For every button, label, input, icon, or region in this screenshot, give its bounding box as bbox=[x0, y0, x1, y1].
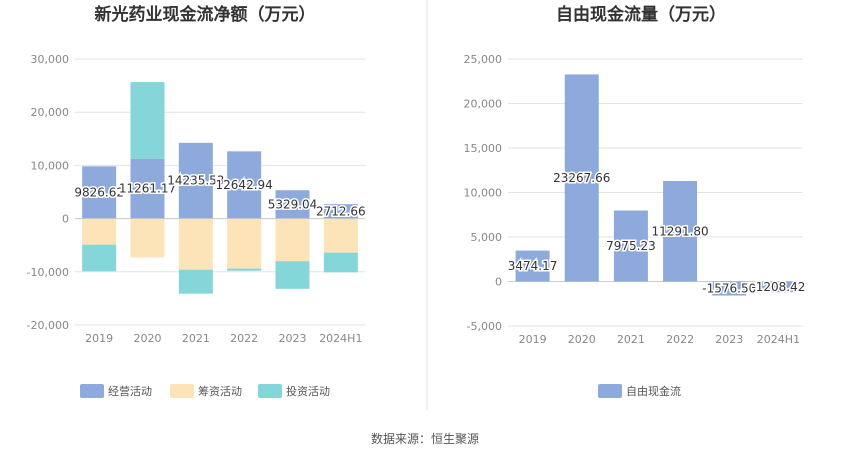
data-label: -1576.50 bbox=[702, 282, 756, 296]
bar-自由现金流-2022 bbox=[663, 181, 698, 282]
chart-title: 新光药业现金流净额（万元） bbox=[95, 4, 316, 25]
legend-label: 筹资活动 bbox=[198, 384, 242, 398]
legend-swatch bbox=[80, 384, 104, 398]
data-label: 9826.62 bbox=[74, 185, 124, 199]
bar-投资活动-2021 bbox=[178, 269, 213, 294]
y-tick-label: 0 bbox=[62, 213, 69, 226]
bar-筹资活动-2021 bbox=[178, 218, 213, 270]
x-tick-label: 2021 bbox=[182, 332, 210, 345]
y-tick-label: 10,000 bbox=[31, 159, 70, 172]
bar-投资活动-2019 bbox=[82, 244, 117, 272]
y-tick-label: 15,000 bbox=[464, 142, 503, 155]
x-tick-label: 2019 bbox=[85, 332, 113, 345]
y-tick-label: -20,000 bbox=[27, 319, 69, 332]
data-source-note: 数据来源：恒生聚源 bbox=[371, 431, 479, 446]
bar-投资活动-2022 bbox=[227, 268, 262, 271]
x-tick-label: 2019 bbox=[519, 333, 547, 346]
x-tick-label: 2020 bbox=[568, 333, 596, 346]
x-tick-label: 2022 bbox=[230, 332, 258, 345]
bar-自由现金流-2019 bbox=[515, 250, 550, 282]
data-label: 11261.17 bbox=[119, 182, 176, 196]
data-label: 23267.66 bbox=[553, 171, 610, 185]
legend-label: 投资活动 bbox=[286, 384, 330, 398]
x-tick-label: 2020 bbox=[134, 332, 162, 345]
bar-经营活动-2021 bbox=[178, 142, 213, 219]
bar-经营活动-2019 bbox=[82, 166, 117, 219]
data-label: 7975.23 bbox=[606, 239, 656, 253]
bar-筹资活动-2020 bbox=[130, 218, 165, 258]
bar-自由现金流-2020 bbox=[564, 74, 599, 282]
bar-筹资活动-2019 bbox=[82, 218, 117, 245]
bar-自由现金流-2021 bbox=[613, 210, 648, 282]
y-tick-label: 20,000 bbox=[464, 98, 503, 111]
y-tick-label: 25,000 bbox=[464, 53, 503, 66]
data-label: 5329.04 bbox=[268, 197, 318, 211]
y-tick-label: -10,000 bbox=[27, 266, 69, 279]
y-tick-label: 30,000 bbox=[31, 53, 70, 66]
legend-swatch bbox=[598, 384, 622, 398]
y-tick-label: 10,000 bbox=[464, 187, 503, 200]
bar-自由现金流-2024H1 bbox=[761, 281, 796, 293]
legend-swatch bbox=[170, 384, 194, 398]
x-tick-label: 2024H1 bbox=[319, 332, 362, 345]
chart-title: 自由现金流量（万元） bbox=[556, 4, 726, 25]
legend-label: 自由现金流 bbox=[626, 384, 681, 398]
bar-筹资活动-2022 bbox=[227, 218, 262, 269]
y-tick-label: 5,000 bbox=[471, 231, 503, 244]
data-label: 14235.53 bbox=[167, 174, 224, 188]
y-tick-label: 0 bbox=[495, 276, 502, 289]
data-label: 11291.80 bbox=[651, 224, 708, 238]
x-tick-label: 2023 bbox=[715, 333, 743, 346]
bar-筹资活动-2024H1 bbox=[323, 218, 358, 253]
bar-投资活动-2024H1 bbox=[323, 252, 358, 273]
y-tick-label: 20,000 bbox=[31, 106, 70, 119]
bar-经营活动-2022 bbox=[227, 151, 262, 219]
bar-投资活动-2020 bbox=[130, 82, 165, 159]
cash-flow-net-chart: 新光药业现金流净额（万元） 30,000 20,000 10,000 0 -10,000 -… bbox=[27, 4, 367, 398]
bar-经营活动-2023 bbox=[275, 190, 310, 219]
legend-label: 经营活动 bbox=[108, 384, 152, 398]
x-tick-label: 2022 bbox=[666, 333, 694, 346]
bar-投资活动-2023 bbox=[275, 261, 310, 289]
x-tick-label: 2023 bbox=[279, 332, 307, 345]
legend-swatch bbox=[258, 384, 282, 398]
free-cash-flow-chart: 自由现金流量（万元） 25,000 20,000 15,000 10,000 5,000 0… bbox=[464, 4, 807, 398]
x-tick-label: 2024H1 bbox=[757, 333, 800, 346]
data-label: 2712.66 bbox=[316, 204, 366, 218]
bar-筹资活动-2023 bbox=[275, 218, 310, 262]
data-label: 3474.17 bbox=[508, 259, 558, 273]
bar-经营活动-2020 bbox=[130, 158, 165, 219]
data-label: -1208.42 bbox=[751, 280, 805, 294]
data-label: 12642.94 bbox=[216, 178, 273, 192]
bar-自由现金流-2023 bbox=[712, 281, 747, 296]
bar-经营活动-2024H1 bbox=[323, 204, 358, 219]
x-tick-label: 2021 bbox=[617, 333, 645, 346]
y-tick-label: -5,000 bbox=[467, 320, 502, 333]
